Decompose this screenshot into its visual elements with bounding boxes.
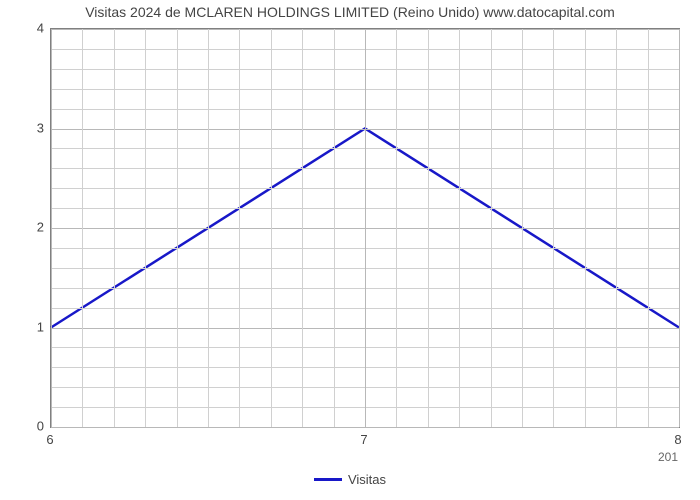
plot-area bbox=[50, 28, 680, 428]
y-tick-label: 0 bbox=[37, 419, 44, 434]
chart-container: Visitas 2024 de MCLAREN HOLDINGS LIMITED… bbox=[0, 0, 700, 500]
chart-title: Visitas 2024 de MCLAREN HOLDINGS LIMITED… bbox=[0, 4, 700, 20]
y-tick-label: 2 bbox=[37, 220, 44, 235]
legend-swatch bbox=[314, 478, 342, 481]
x-tick-label: 7 bbox=[360, 432, 367, 447]
y-tick-label: 1 bbox=[37, 319, 44, 334]
legend-label: Visitas bbox=[348, 472, 386, 487]
y-tick-label: 4 bbox=[37, 21, 44, 36]
x-tick-label: 6 bbox=[46, 432, 53, 447]
x-axis-sublabel: 201 bbox=[658, 450, 678, 464]
y-tick-label: 3 bbox=[37, 120, 44, 135]
x-tick-label: 8 bbox=[674, 432, 681, 447]
legend: Visitas bbox=[0, 472, 700, 487]
